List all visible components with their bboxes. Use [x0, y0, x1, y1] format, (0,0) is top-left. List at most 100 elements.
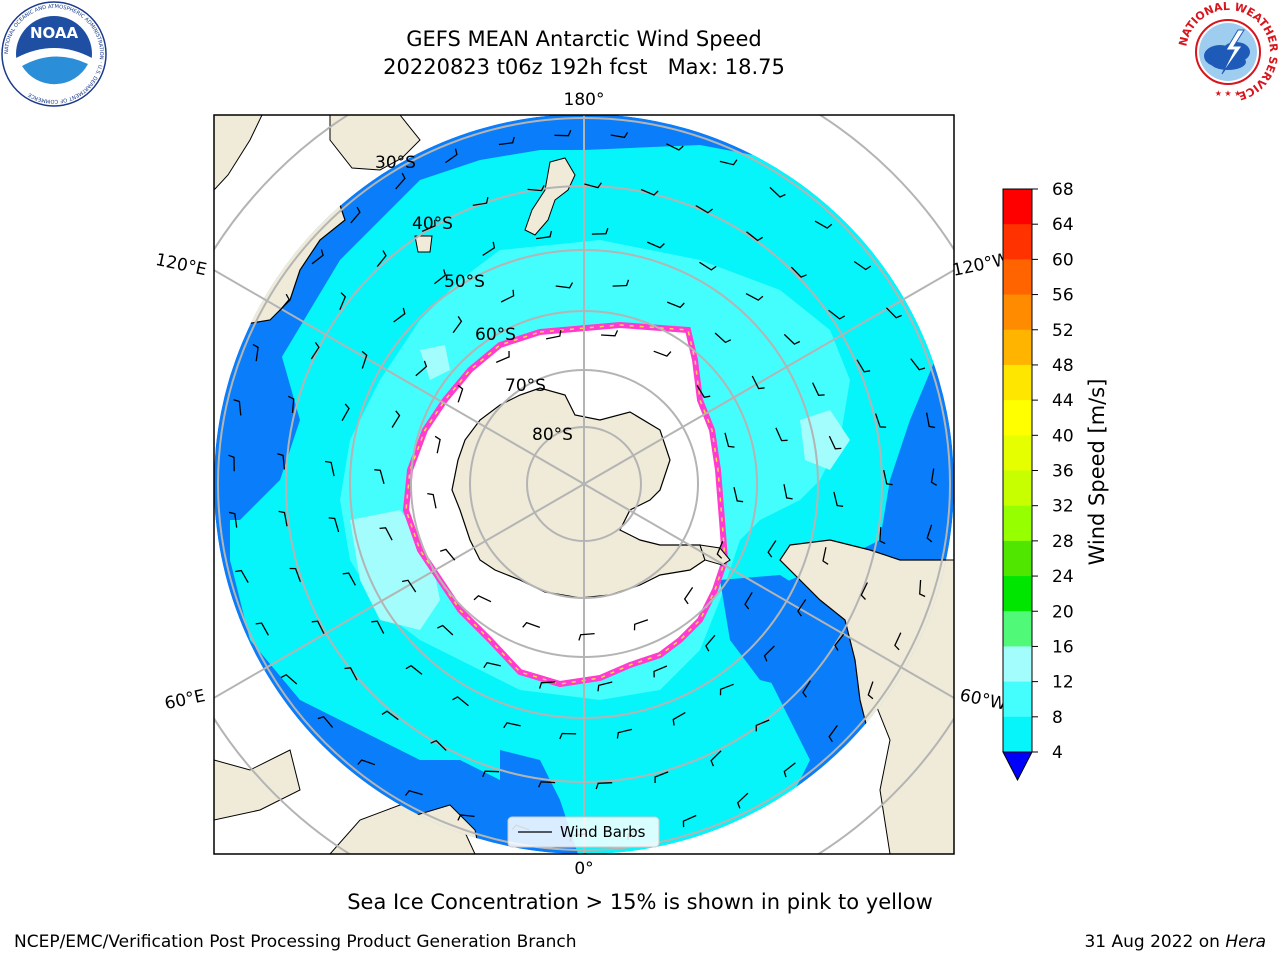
wind-barb — [445, 148, 458, 164]
wind-barb — [696, 385, 711, 399]
wind-barb — [653, 665, 668, 678]
colorbar-tick-label: 56 — [1052, 286, 1074, 306]
antarctica-landmass — [451, 387, 706, 599]
footer-date: 31 Aug 2022 on Hera — [1084, 932, 1266, 952]
wind-barb — [393, 307, 406, 323]
wind-barb — [538, 681, 556, 689]
wind-barb — [828, 435, 842, 450]
colorbar-segment — [1003, 540, 1032, 577]
wind-barb — [252, 343, 259, 362]
wind-barb — [317, 715, 334, 728]
colorbar-segment — [1003, 681, 1032, 718]
lat-label: 40°S — [412, 214, 453, 234]
colorbar-tick-label: 44 — [1052, 391, 1074, 411]
wind-barb — [695, 205, 714, 214]
lon-label-lower-left: 60°E — [163, 686, 207, 714]
wind-barb — [856, 359, 871, 373]
wind-barb — [495, 350, 510, 363]
colorbar-segment — [1003, 576, 1032, 612]
colorbar-tick-label: 52 — [1052, 321, 1074, 341]
wind-barb — [783, 484, 793, 500]
wind-barb — [452, 316, 463, 334]
wind-barb — [616, 728, 633, 739]
wind-barb — [404, 789, 423, 796]
footer-host: Hera — [1225, 932, 1266, 952]
map-subtitle: 20220823 t06z 192h fcst Max: 18.75 — [383, 55, 785, 79]
wind-barb — [228, 511, 238, 528]
colorbar-tick-label: 4 — [1052, 743, 1063, 763]
wind-barb — [457, 814, 475, 821]
wind-barb — [374, 469, 385, 484]
wind-barb — [763, 645, 775, 662]
wind-barb — [278, 510, 288, 527]
wind-barb — [473, 595, 492, 603]
wind-barb — [879, 527, 886, 545]
wind-barb — [279, 293, 290, 311]
lat-label: 30°S — [375, 153, 416, 173]
colorbar-segment — [1003, 505, 1032, 542]
wind-barb — [653, 350, 672, 357]
wind-barb — [536, 230, 553, 240]
noaa-logo-text: NOAA — [30, 24, 79, 42]
wind-barb — [710, 750, 722, 767]
colorbar-label: Wind Speed [m/s] — [1085, 379, 1109, 566]
wind-barb — [401, 579, 417, 593]
wind-barb — [853, 260, 872, 271]
wind-barb — [434, 435, 441, 454]
wind-barb — [755, 719, 770, 732]
wind-barb — [666, 301, 685, 309]
wind-barb — [790, 266, 807, 278]
wind-barb — [682, 814, 697, 828]
wind-barb — [498, 136, 515, 146]
wind-barb — [503, 722, 521, 729]
colorbar-segment — [1003, 646, 1032, 683]
colorbar-segment — [1003, 400, 1032, 436]
wind-barb — [233, 399, 242, 416]
wind-barb — [342, 572, 356, 586]
wind-barb — [724, 432, 735, 448]
map-frame — [213, 114, 955, 855]
wind-barb — [235, 569, 249, 584]
colorbar-segment — [1003, 470, 1032, 507]
colorbar-segment — [1003, 611, 1032, 647]
wind-barb — [325, 460, 335, 477]
wind-barb — [736, 792, 749, 809]
wind-barb — [767, 540, 777, 558]
wind-barb — [311, 249, 324, 265]
map-title: GEFS MEAN Antarctic Wind Speed — [406, 27, 762, 51]
wind-barb — [719, 159, 738, 166]
wind-barb — [433, 269, 447, 285]
wind-barb — [601, 330, 619, 337]
wind-barb — [554, 129, 572, 137]
wind-barb — [716, 540, 724, 559]
colorbar-segment — [1003, 364, 1032, 401]
wind-barb — [666, 143, 684, 151]
wind-barb — [883, 469, 893, 486]
colorbar-tick-label: 24 — [1052, 567, 1074, 587]
wind-barb — [822, 547, 829, 565]
colorbar-segment — [1003, 259, 1032, 296]
wind-barb — [699, 261, 717, 271]
colorbar-tick-label: 64 — [1052, 215, 1074, 235]
wind-barb — [421, 219, 436, 232]
wind-barb — [482, 241, 496, 256]
colorbar: 68 64 60 56 52 48 44 40 36 32 28 24 20 16 12 8 4 — [1002, 180, 1074, 782]
wind-barb — [925, 412, 936, 429]
colorbar-tick-label: 68 — [1052, 180, 1074, 200]
wind-barb — [559, 732, 577, 740]
wind-barb — [775, 427, 788, 442]
footer-branch: NCEP/EMC/Verification Post Processing Pr… — [14, 932, 577, 952]
colorbar-tick-label: 20 — [1052, 602, 1074, 622]
svg-text:★ ★ ★: ★ ★ ★ — [1215, 89, 1242, 98]
wind-barb — [376, 250, 387, 268]
colorbar-segment — [1003, 435, 1032, 471]
footer-date-text: 31 Aug 2022 on — [1084, 932, 1226, 952]
wind-barb — [797, 599, 807, 617]
wind-barb — [833, 491, 844, 507]
wind-barb — [379, 527, 393, 541]
wind-barb — [371, 620, 385, 634]
wind-barb — [277, 453, 286, 470]
colorbar-segment — [1003, 224, 1032, 260]
wind-barb — [311, 620, 325, 634]
wind-barb — [555, 282, 574, 289]
